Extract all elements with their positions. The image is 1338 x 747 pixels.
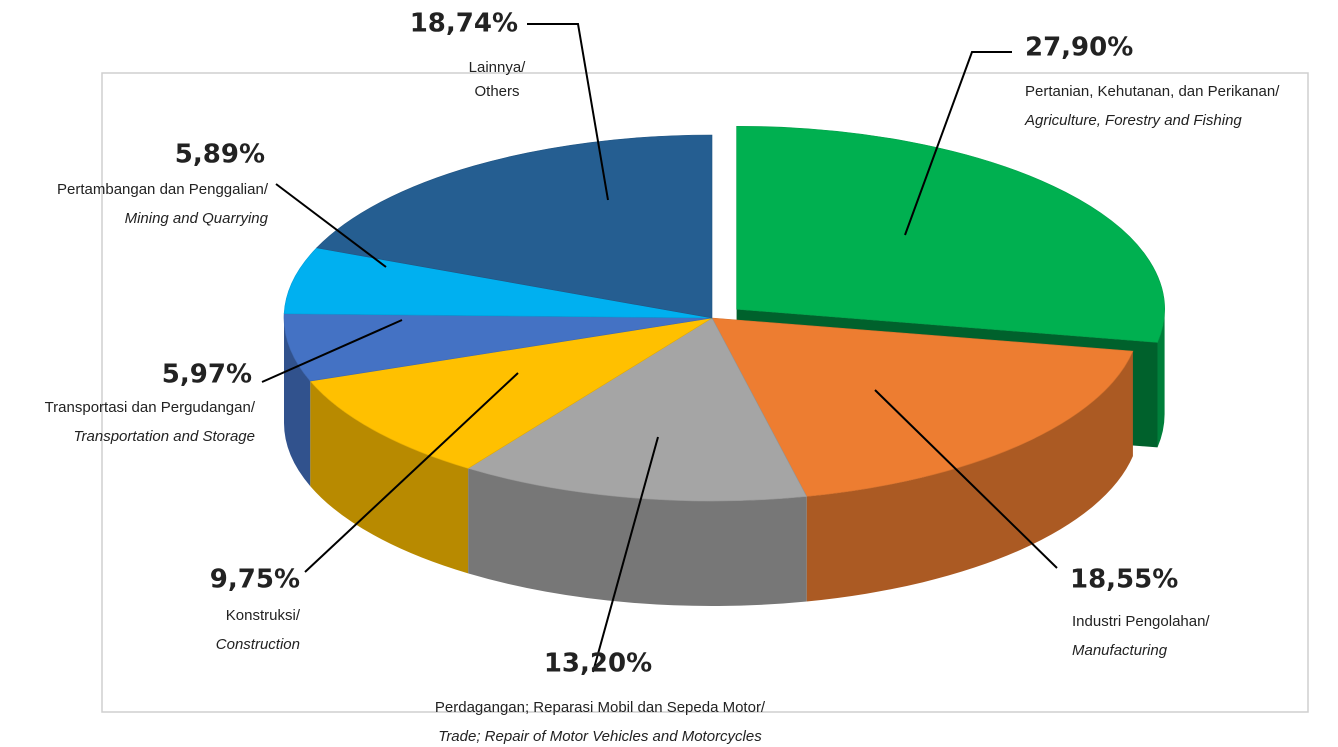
slice xyxy=(467,317,808,502)
value-label: 13,20% xyxy=(544,649,652,679)
value-label: 18,74% xyxy=(410,9,518,39)
value-label: 9,75% xyxy=(210,565,300,595)
leader-line xyxy=(592,436,659,673)
category-label-en: Agriculture, Forestry and Fishing xyxy=(1024,112,1242,129)
leader-line xyxy=(874,389,1058,569)
category-label: Industri Pengolahan/ xyxy=(1072,613,1210,630)
leader-line xyxy=(261,319,403,383)
category-label: Transportasi dan Pergudangan/ xyxy=(45,399,256,416)
value-label: 27,90% xyxy=(1025,33,1133,63)
category-label: Pertanian, Kehutanan, dan Perikanan/ xyxy=(1025,83,1280,100)
category-label-en: Trade; Repair of Motor Vehicles and Moto… xyxy=(438,728,762,745)
category-label-en: Construction xyxy=(216,636,300,653)
category-label-en: Manufacturing xyxy=(1072,642,1168,659)
category-label-en: Others xyxy=(474,83,519,100)
leader-line xyxy=(304,372,519,573)
slice-side xyxy=(310,381,469,574)
frame xyxy=(101,72,1309,713)
slice xyxy=(316,134,713,319)
leader-line xyxy=(904,51,1012,236)
category-label: Pertambangan dan Penggalian/ xyxy=(57,181,269,198)
leader-line xyxy=(275,183,387,268)
value-label: 5,89% xyxy=(175,140,265,170)
slice-side xyxy=(1157,309,1165,448)
slice xyxy=(283,247,713,319)
slice-side xyxy=(284,318,311,487)
slice xyxy=(736,125,1165,343)
leader-line xyxy=(527,23,609,201)
category-label: Perdagangan; Reparasi Mobil dan Sepeda M… xyxy=(435,699,766,716)
slice-side xyxy=(806,351,1133,602)
category-label: Lainnya/ xyxy=(469,59,527,76)
slice xyxy=(711,317,1134,497)
category-label: Konstruksi/ xyxy=(226,607,301,624)
value-label: 5,97% xyxy=(162,360,252,390)
category-label-en: Transportation and Storage xyxy=(73,428,255,445)
category-label-en: Mining and Quarrying xyxy=(125,210,269,227)
value-label: 18,55% xyxy=(1070,565,1178,595)
slice-side xyxy=(468,468,807,606)
slice xyxy=(309,317,713,469)
slice xyxy=(283,313,713,382)
